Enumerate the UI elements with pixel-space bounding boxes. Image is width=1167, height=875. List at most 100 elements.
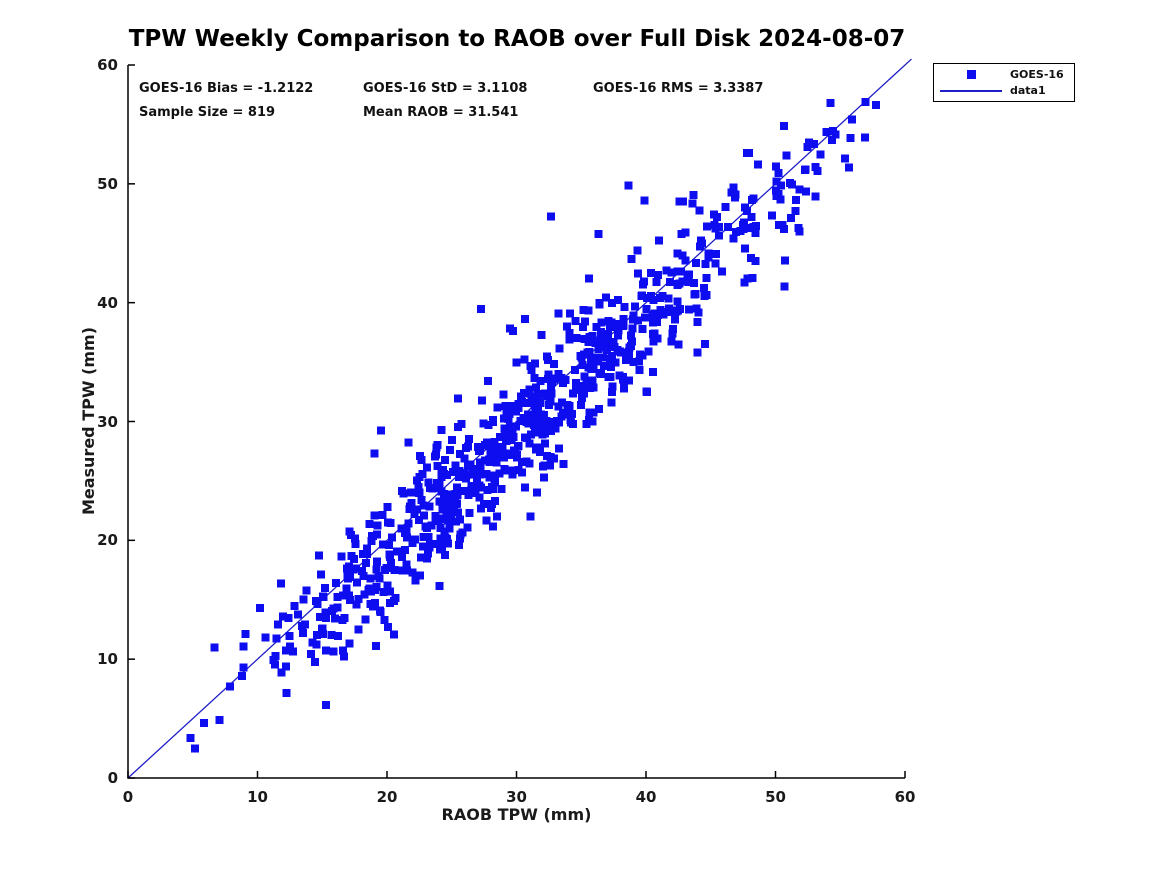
scatter-point <box>802 187 811 196</box>
scatter-point <box>828 135 837 144</box>
legend-entry-data1: data1 <box>934 84 1074 97</box>
scatter-point <box>475 493 484 502</box>
scatter-point <box>437 543 446 552</box>
scatter-point <box>585 333 594 342</box>
legend: GOES-16 data1 <box>933 63 1075 102</box>
scatter-point <box>741 244 750 253</box>
scatter-point <box>344 591 353 600</box>
scatter-point <box>484 420 493 429</box>
scatter-point <box>627 255 636 264</box>
x-tick-label: 10 <box>247 788 268 806</box>
scatter-point <box>425 543 434 552</box>
scatter-point <box>528 392 537 401</box>
scatter-point <box>781 256 790 265</box>
scatter-point <box>445 445 454 454</box>
scatter-point <box>508 466 517 475</box>
scatter-point <box>480 500 488 509</box>
scatter-point <box>433 462 442 470</box>
scatter-point <box>423 554 431 563</box>
scatter-point <box>274 620 283 629</box>
scatter-point <box>772 162 781 171</box>
scatter-point <box>691 259 700 267</box>
scatter-point <box>327 631 336 640</box>
scatter-point <box>846 134 855 142</box>
scatter-point <box>595 405 603 413</box>
scatter-point <box>681 228 690 237</box>
scatter-point <box>566 415 575 424</box>
scatter-point <box>370 449 379 458</box>
scatter-point <box>540 461 549 470</box>
scatter-point <box>359 572 368 581</box>
scatter-point <box>514 442 522 451</box>
scatter-point <box>597 369 605 378</box>
y-tick-label: 50 <box>97 174 118 193</box>
scatter-point <box>435 582 444 591</box>
scatter-point <box>603 345 611 354</box>
scatter-point <box>379 540 388 549</box>
scatter-point <box>612 319 621 328</box>
scatter-point <box>538 430 547 439</box>
scatter-point <box>649 318 657 327</box>
scatter-point <box>500 414 509 423</box>
scatter-point <box>481 456 489 465</box>
scatter-point <box>554 370 563 379</box>
scatter-point <box>608 322 617 331</box>
scatter-point <box>673 281 682 290</box>
scatter-point <box>747 213 756 222</box>
scatter-point <box>390 565 399 574</box>
scatter-point <box>597 318 606 327</box>
scatter-point <box>455 515 464 524</box>
scatter-point <box>685 305 694 314</box>
scatter-point <box>607 388 616 397</box>
scatter-point <box>601 334 610 343</box>
scatter-point <box>599 353 608 362</box>
scatter-point <box>493 403 502 412</box>
scatter-point <box>579 383 588 392</box>
scatter-point <box>459 487 468 495</box>
scatter-point <box>695 206 704 215</box>
scatter-point <box>321 701 330 710</box>
scatter-point <box>702 274 711 283</box>
scatter-point <box>611 358 620 367</box>
scatter-point <box>521 483 529 492</box>
scatter-point <box>627 342 636 351</box>
scatter-point <box>520 433 529 442</box>
scatter-point <box>408 568 417 577</box>
scatter-point <box>791 207 800 215</box>
scatter-point <box>289 647 298 656</box>
scatter-point <box>520 355 529 364</box>
scatter-point <box>281 662 290 671</box>
scatter-point <box>644 347 653 356</box>
scatter-point <box>490 497 499 506</box>
scatter-point <box>424 532 433 541</box>
scatter-point <box>602 293 611 302</box>
scatter-point <box>358 550 367 559</box>
scatter-point <box>692 304 701 313</box>
scatter-point <box>200 719 208 728</box>
scatter-point <box>470 467 478 476</box>
scatter-point <box>284 613 293 622</box>
scatter-point <box>527 366 536 374</box>
scatter-point <box>634 357 643 366</box>
scatter-point <box>460 454 469 463</box>
scatter-point <box>372 565 381 574</box>
scatter-point <box>684 278 693 287</box>
scatter-point <box>279 612 288 621</box>
scatter-point <box>426 484 434 492</box>
scatter-point <box>672 307 681 316</box>
scatter-point <box>508 470 517 479</box>
scatter-point <box>572 333 581 342</box>
scatter-point <box>489 522 498 531</box>
x-tick-label: 30 <box>506 788 527 806</box>
legend-swatch-marker <box>934 69 1008 79</box>
scatter-point <box>547 382 556 391</box>
scatter-point <box>533 393 542 402</box>
scatter-point <box>186 734 195 743</box>
scatter-point <box>653 334 662 343</box>
scatter-point <box>372 557 381 566</box>
scatter-point <box>743 274 752 283</box>
scatter-point <box>531 407 540 416</box>
scatter-point <box>368 532 377 541</box>
annotation-bias: GOES-16 Bias = -1.2122 <box>139 81 314 96</box>
